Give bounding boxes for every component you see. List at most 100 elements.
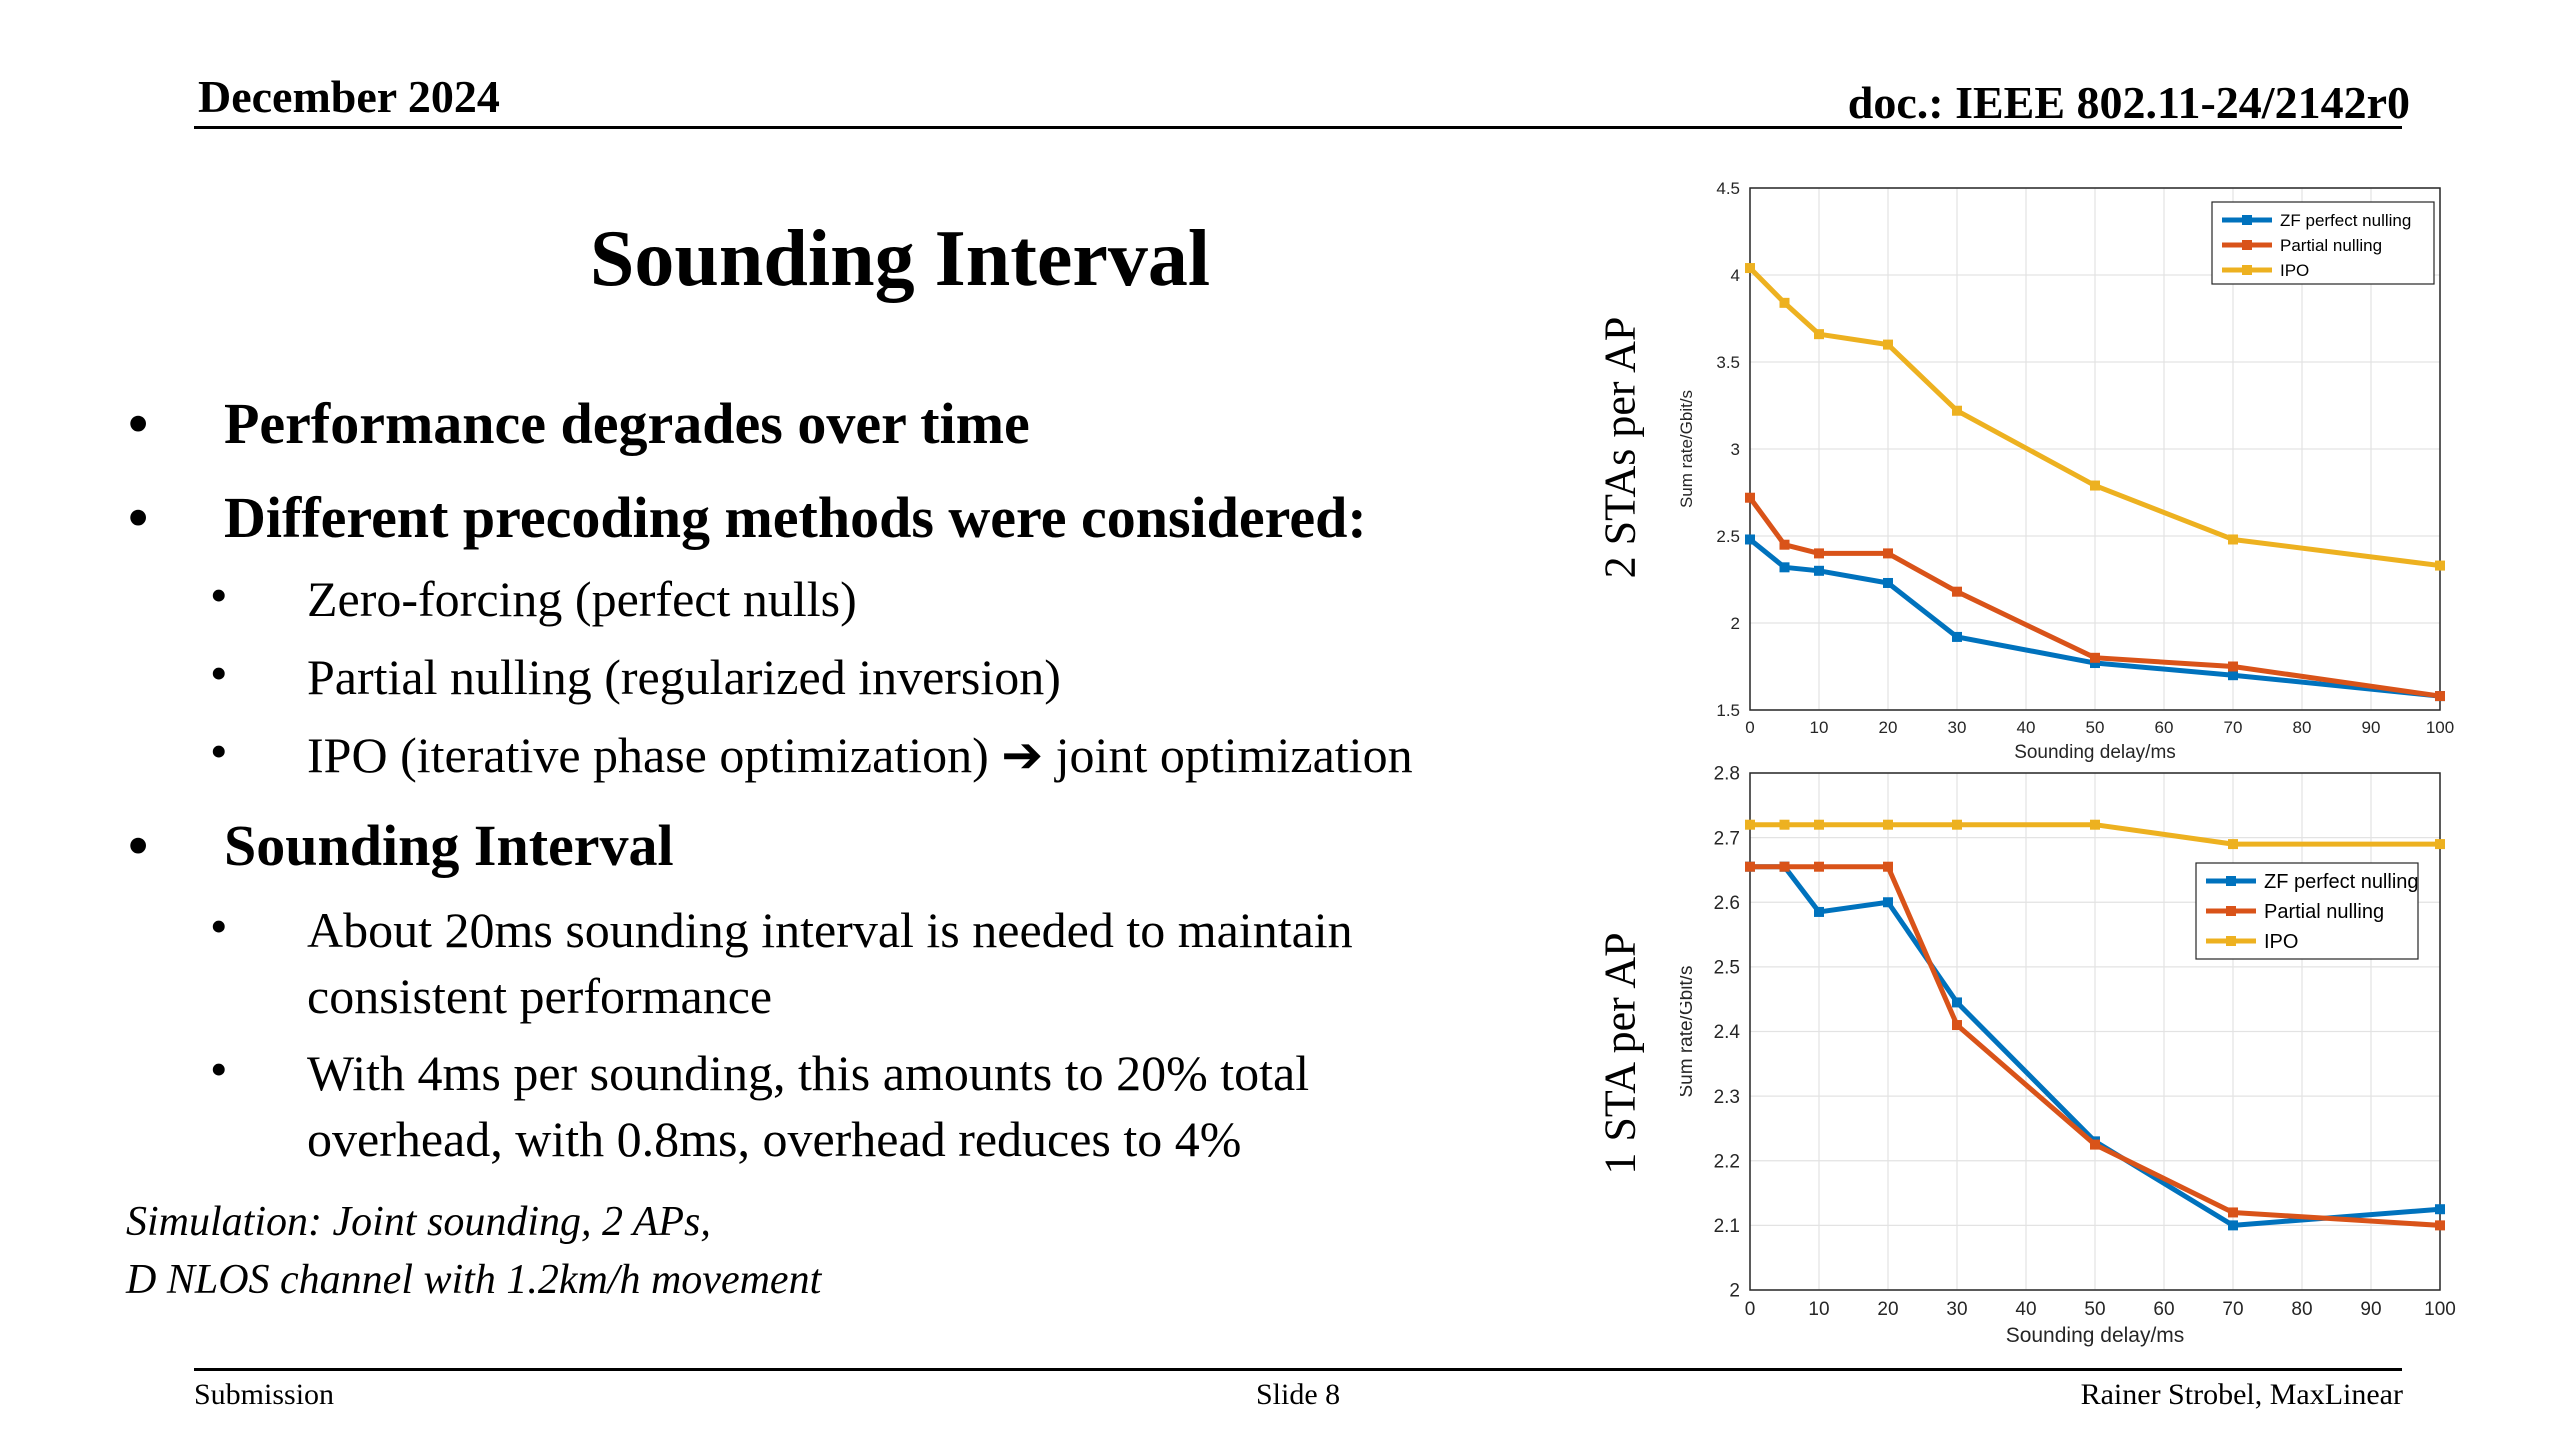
bullet-text: Zero-forcing (perfect nulls): [307, 571, 857, 627]
bullet-text-line1: With 4ms per sounding, this amounts to 2…: [307, 1045, 1310, 1101]
data-point-partial: [1952, 1020, 1962, 1031]
data-point-zf: [1883, 897, 1893, 908]
x-tick-label: 0: [1745, 718, 1754, 737]
data-point-ipo: [1952, 819, 1962, 830]
y-tick-label: 1.5: [1716, 701, 1740, 720]
y-tick-label: 2: [1729, 1281, 1740, 1302]
simulation-note-line2: D NLOS channel with 1.2km/h movement: [126, 1257, 822, 1303]
bullet-text: Different precoding methods were conside…: [224, 485, 1367, 550]
footer-slide-number: Slide 8: [1256, 1378, 1341, 1411]
bullet-text-joint: joint optimization: [1055, 727, 1413, 783]
x-tick-label: 80: [2293, 718, 2312, 737]
plot-frame: [1749, 772, 2441, 1291]
data-point-ipo: [1814, 819, 1824, 830]
y-axis-label: Sum rate/Gbit/s: [1680, 390, 1696, 508]
x-tick-label: 20: [1879, 718, 1898, 737]
bullet-dot: •: [210, 723, 228, 779]
series-line-ipo: [1748, 266, 2441, 569]
data-point-ipo: [1883, 819, 1893, 830]
data-point-partial: [1814, 548, 1824, 559]
chart-2-stas-per-ap: 0 10 20 30 40 50 60 70 80 90 100 1.5 2 2.5 3 3.5 4 4.5 Sou…: [1680, 179, 2454, 763]
y-tick-label: 2.6: [1714, 893, 1740, 914]
header-doc-id: doc.: IEEE 802.11-24/2142r0: [1847, 77, 2410, 128]
legend-entry-zf: ZF perfect nulling: [2264, 871, 2419, 893]
x-axis-label: Sounding delay/ms: [2014, 742, 2176, 763]
x-tick-label: 50: [2084, 1299, 2105, 1320]
data-point-partial: [1779, 539, 1790, 550]
x-tick-label: 20: [1877, 1299, 1898, 1320]
bullet-dot: •: [210, 567, 228, 623]
y-tick-label: 2.7: [1714, 828, 1740, 849]
bullet-text-line2: overhead, with 0.8ms, overhead reduces t…: [307, 1111, 1242, 1167]
bullet-dot: •: [128, 485, 149, 550]
legend-marker-partial: [2226, 906, 2236, 916]
y-tick-label: 2.5: [1714, 958, 1740, 979]
data-point-partial: [1745, 861, 1755, 872]
plot-frame: [1749, 187, 2441, 711]
data-point-zf: [2435, 1204, 2445, 1215]
legend-marker-ipo: [2242, 265, 2252, 275]
y-tick-label: 3: [1731, 440, 1740, 459]
legend-marker-ipo: [2226, 936, 2236, 946]
data-point-ipo: [1779, 819, 1790, 830]
data-point-ipo: [1883, 339, 1893, 350]
data-point-partial: [1952, 586, 1962, 597]
header-date: December 2024: [198, 71, 500, 122]
legend-entry-ipo: IPO: [2264, 931, 2298, 953]
legend-marker-zf: [2242, 215, 2252, 225]
legend-entry-partial: Partial nulling: [2280, 236, 2382, 255]
x-tick-label: 90: [2360, 1299, 2381, 1320]
series-line-zf: [1748, 537, 2441, 699]
data-point-partial: [1883, 861, 1893, 872]
bullet-text-line1: About 20ms sounding interval is needed t…: [307, 902, 1353, 958]
series-line-zf: [1750, 864, 2441, 1228]
bullet-text: Sounding Interval: [224, 813, 674, 878]
slide-title: Sounding Interval: [589, 215, 1211, 303]
data-point-zf: [1745, 534, 1755, 545]
x-tick-label: 90: [2362, 718, 2381, 737]
x-tick-label: 60: [2153, 1299, 2174, 1320]
series-line-ipo: [1750, 822, 2440, 847]
y-tick-label: 2.1: [1714, 1216, 1740, 1237]
legend-entry-partial: Partial nulling: [2264, 901, 2384, 923]
data-point-partial: [2228, 661, 2238, 672]
data-point-zf: [1883, 577, 1893, 588]
data-point-partial: [2435, 691, 2445, 702]
y-tick-label: 2.8: [1714, 764, 1740, 785]
bullet-text: IPO (iterative phase optimization): [307, 727, 989, 783]
data-point-zf: [2090, 658, 2100, 669]
x-tick-label: 30: [1946, 1299, 1967, 1320]
series-line-partial: [1750, 864, 2441, 1228]
footer-submission: Submission: [194, 1378, 335, 1411]
legend-marker-partial: [2242, 240, 2252, 250]
data-point-ipo: [2228, 839, 2238, 850]
data-point-ipo: [1779, 297, 1790, 308]
series-line-partial: [1747, 496, 2441, 699]
data-point-zf: [2228, 1220, 2238, 1231]
y-tick-label: 2: [1731, 614, 1740, 633]
x-tick-label: 60: [2155, 718, 2174, 737]
header-rule: [194, 126, 2402, 129]
data-point-zf: [1952, 631, 1962, 642]
x-tick-label: 80: [2291, 1299, 2312, 1320]
x-tick-label: 30: [1948, 718, 1967, 737]
bullet-dot: •: [128, 813, 149, 878]
y-tick-label: 4.5: [1716, 179, 1740, 198]
data-point-ipo: [1745, 819, 1755, 830]
x-tick-label: 40: [2015, 1299, 2036, 1320]
data-point-ipo: [2090, 480, 2100, 491]
data-point-ipo: [1745, 263, 1755, 274]
data-point-ipo: [1952, 405, 1962, 416]
x-tick-label: 50: [2086, 718, 2105, 737]
side-label-2-stas: 2 STAs per AP: [1595, 316, 1645, 579]
bullet-dot: •: [128, 391, 149, 456]
chart-1-sta-per-ap: 0 10 20 30 40 50 60 70 80 90 100 2 2.1 2.2 2.3 2.4 2.5 2.…: [1680, 764, 2456, 1347]
data-point-zf: [1952, 997, 1962, 1008]
legend-entry-ipo: IPO: [2280, 261, 2309, 280]
x-tick-label: 70: [2224, 718, 2243, 737]
y-tick-label: 4: [1731, 266, 1740, 285]
data-point-partial: [2090, 652, 2100, 663]
x-tick-label: 100: [2424, 1299, 2456, 1320]
x-tick-label: 70: [2222, 1299, 2243, 1320]
x-tick-label: 10: [1810, 718, 1829, 737]
